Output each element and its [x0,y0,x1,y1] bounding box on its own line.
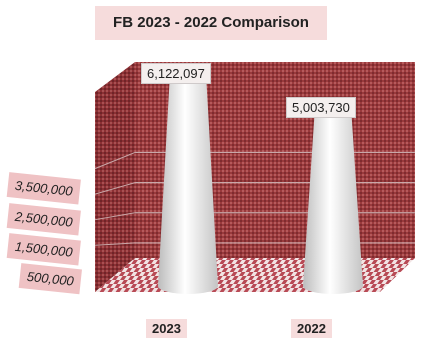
bar-body [158,73,218,294]
x-category-label: 2023 [146,319,187,338]
gridline-side [94,151,136,170]
gridline-side [94,242,136,246]
side-wall [95,62,135,292]
gridline-side [94,182,136,195]
gridline-side [94,212,136,221]
floor [95,258,415,292]
x-category-label: 2022 [291,319,332,338]
bar-body [303,107,363,295]
data-label-2023: 6,122,097 [141,63,211,85]
chart-title: FB 2023 - 2022 Comparison [95,6,327,40]
data-label-2022: 5,003,730 [286,97,356,119]
